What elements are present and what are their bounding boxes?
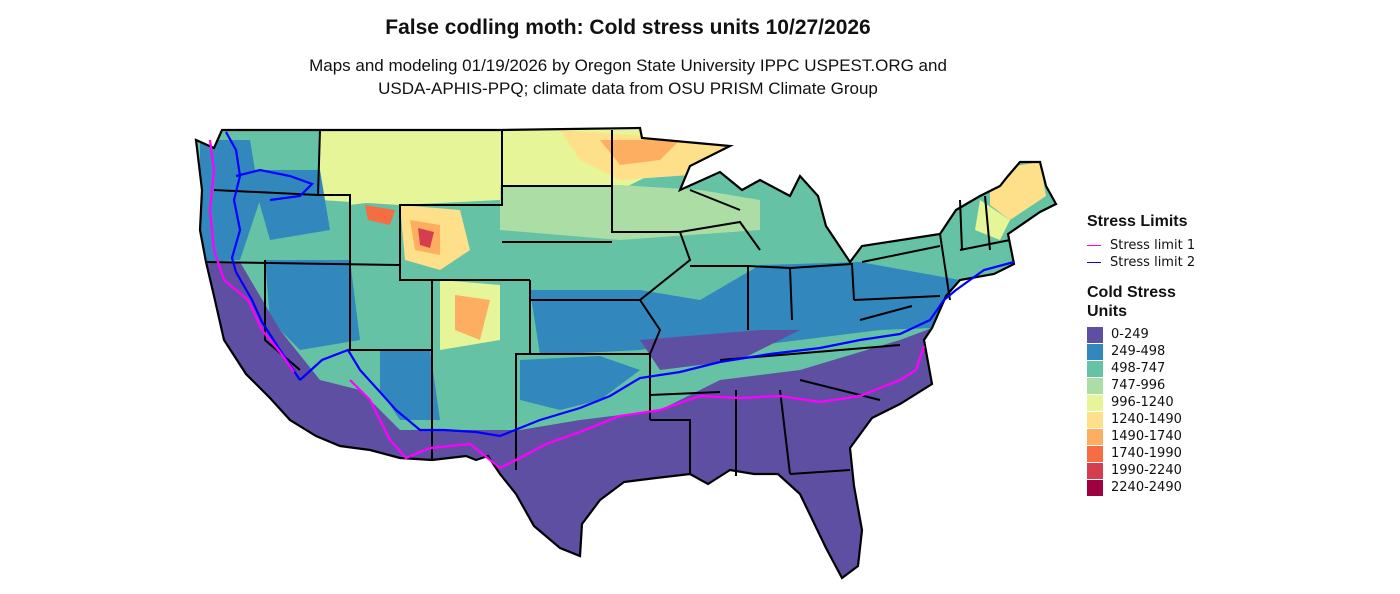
legend-bin: 747-996 — [1087, 377, 1227, 394]
legend-swatch — [1087, 360, 1103, 377]
legend-bin-label: 996-1240 — [1111, 395, 1174, 410]
map-subtitle: Maps and modeling 01/19/2026 by Oregon S… — [0, 54, 1256, 100]
legend-bin-label: 1740-1990 — [1111, 446, 1182, 461]
legend-swatch — [1087, 394, 1103, 411]
stress-limits-legend-title: Stress Limits — [1087, 213, 1188, 230]
subtitle-line-2: USDA-APHIS-PPQ; climate data from OSU PR… — [378, 79, 878, 98]
legend-swatch — [1087, 428, 1103, 445]
legend-item-stress-limit-1: Stress limit 1 — [1087, 237, 1195, 254]
legend-bin: 1740-1990 — [1087, 445, 1227, 462]
cold-stress-units-legend: Cold Stress Units 0-249 249-498 498-747 747… — [1087, 283, 1227, 496]
legend-title-line-2: Units — [1087, 303, 1127, 320]
legend-swatch — [1087, 343, 1103, 360]
legend-bin: 1240-1490 — [1087, 411, 1227, 428]
legend-bins: 0-249 249-498 498-747 747-996 996-1240 1240-1… — [1087, 326, 1227, 496]
subtitle-line-1: Maps and modeling 01/19/2026 by Oregon S… — [309, 56, 947, 75]
legend-bin: 1990-2240 — [1087, 462, 1227, 479]
legend-bin-label: 1240-1490 — [1111, 412, 1182, 427]
legend-bin: 498-747 — [1087, 360, 1227, 377]
legend-swatch — [1087, 326, 1103, 343]
legend-swatch — [1087, 377, 1103, 394]
legend-swatch — [1087, 462, 1103, 479]
legend-bin-label: 498-747 — [1111, 361, 1166, 376]
legend-bin: 1490-1740 — [1087, 428, 1227, 445]
magenta-line-icon — [1087, 245, 1101, 246]
legend-bin: 249-498 — [1087, 343, 1227, 360]
cold-stress-units-legend-title: Cold Stress Units — [1087, 283, 1227, 321]
legend-bin-label: 1990-2240 — [1111, 463, 1182, 478]
legend-label: Stress limit 2 — [1110, 255, 1196, 270]
legend-bin: 0-249 — [1087, 326, 1227, 343]
legend-swatch — [1087, 445, 1103, 462]
map-title: False codling moth: Cold stress units 10… — [385, 16, 871, 39]
legend-item-stress-limit-2: Stress limit 2 — [1087, 254, 1195, 271]
legend-bin-label: 747-996 — [1111, 378, 1166, 393]
legend-swatch — [1087, 479, 1103, 496]
legend-bin-label: 249-498 — [1111, 344, 1166, 359]
legend-bin-label: 0-249 — [1111, 327, 1149, 342]
legend-bin: 996-1240 — [1087, 394, 1227, 411]
legend-swatch — [1087, 411, 1103, 428]
legend-label: Stress limit 1 — [1110, 238, 1196, 253]
legend-title-line-1: Cold Stress — [1087, 284, 1176, 301]
stress-limit-2-line — [225, 131, 1015, 438]
stress-limit-1-line — [208, 139, 926, 470]
legend-bin-label: 1490-1740 — [1111, 429, 1182, 444]
stress-limits-legend: Stress Limits Stress limit 1 Stress limi… — [1087, 212, 1195, 271]
legend-bin: 2240-2490 — [1087, 479, 1227, 496]
blue-line-icon — [1087, 262, 1101, 263]
legend-bin-label: 2240-2490 — [1111, 480, 1182, 495]
